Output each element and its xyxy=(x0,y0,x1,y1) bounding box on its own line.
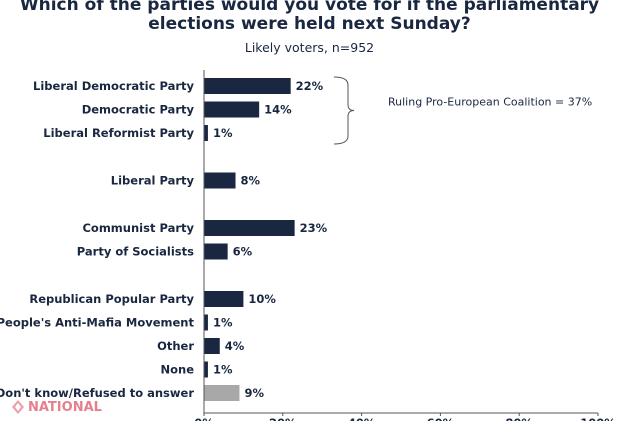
bar xyxy=(204,361,208,378)
national-logo: NATIONAL xyxy=(10,399,102,415)
chart-title-line-1: Which of the parties would you vote for … xyxy=(19,0,600,15)
value-label: 6% xyxy=(233,245,253,259)
bar xyxy=(204,78,291,94)
x-tick-label: 40% xyxy=(348,416,376,421)
category-label: Democratic Party xyxy=(82,103,195,117)
value-label: 1% xyxy=(213,363,233,377)
bar xyxy=(204,291,244,307)
value-label: 14% xyxy=(264,103,292,117)
bar xyxy=(204,172,236,189)
x-tick-label: 0% xyxy=(194,416,214,421)
x-tick-label: 80% xyxy=(505,416,533,421)
category-label: Communist Party xyxy=(82,221,194,235)
bar xyxy=(204,243,228,260)
bar xyxy=(204,125,208,141)
value-label: 8% xyxy=(241,174,261,188)
value-label: 10% xyxy=(248,292,276,306)
chart-subtitle: Likely voters, n=952 xyxy=(244,40,375,55)
bar xyxy=(204,101,260,118)
national-logo-icon xyxy=(12,400,24,414)
chart-title: Which of the parties would you vote for … xyxy=(0,0,619,34)
category-label: Liberal Reformist Party xyxy=(43,126,194,140)
x-tick-label: 100% xyxy=(580,416,616,421)
category-label: Other xyxy=(157,339,194,353)
value-label: 4% xyxy=(225,339,245,353)
value-label: 1% xyxy=(213,316,233,330)
coalition-bracket xyxy=(333,76,355,145)
chart-title-line-2: elections were held next Sunday? xyxy=(148,14,471,34)
bar xyxy=(204,385,240,401)
value-label: 9% xyxy=(244,386,264,400)
category-label: Liberal Party xyxy=(111,174,195,188)
category-label: None xyxy=(160,363,194,377)
category-label: Don't know/Refused to answer xyxy=(0,386,194,400)
x-tick-label: 60% xyxy=(427,416,455,421)
category-label: Republican Popular Party xyxy=(29,292,194,306)
category-label: Party of Socialists xyxy=(77,245,194,259)
coalition-annotation: Ruling Pro-European Coalition = 37% xyxy=(388,96,592,109)
x-tick-label: 20% xyxy=(269,416,297,421)
logo-text: NATIONAL xyxy=(28,399,102,415)
value-label: 1% xyxy=(213,126,233,140)
category-label: People's Anti-Mafia Movement xyxy=(0,316,194,330)
category-label: Liberal Democratic Party xyxy=(33,79,194,93)
value-label: 22% xyxy=(296,79,324,93)
bar xyxy=(204,314,208,331)
bar xyxy=(204,220,295,236)
bar xyxy=(204,338,220,354)
value-label: 23% xyxy=(300,221,328,235)
